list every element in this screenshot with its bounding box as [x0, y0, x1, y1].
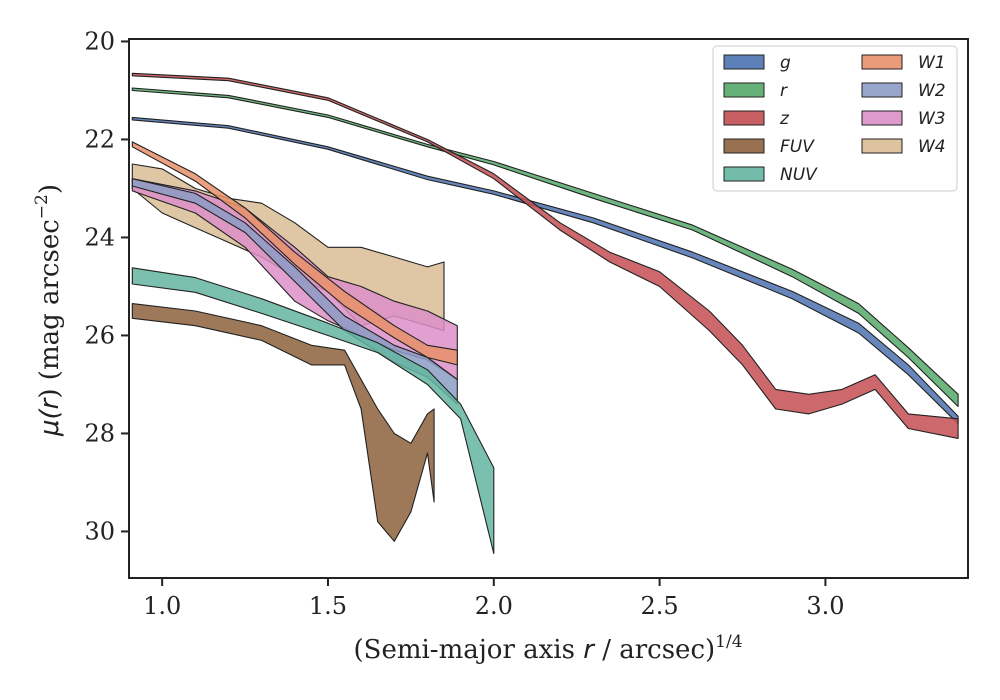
y-axis-label-var: r: [35, 396, 65, 409]
legend-label-nuv: NUV: [780, 165, 818, 185]
legend-swatch-w3: [861, 110, 903, 126]
legend-box: [712, 45, 958, 192]
series-layer: [131, 72, 959, 555]
legend-swatch-g: [723, 54, 765, 70]
x-axis-label-part: / arcsec): [594, 635, 715, 665]
legend-swatch-w4: [861, 138, 903, 154]
y-axis-label-part: ): [35, 184, 65, 194]
y-axis-label-part: μ(: [35, 407, 65, 437]
y-tick-label: 22: [84, 125, 115, 153]
x-tick-label: 3.0: [806, 592, 844, 620]
x-tick-label: 2.5: [641, 592, 679, 620]
legend-label-w1: W1: [918, 53, 946, 73]
y-axis: 20 22 24 26 28 30: [84, 27, 129, 545]
y-axis-label: μ(r) (mag arcsec−2): [32, 184, 65, 437]
legend-label-r: r: [780, 81, 788, 101]
series-band-z: [131, 72, 959, 439]
series-band-fuv: [131, 303, 435, 542]
x-tick-label: 1.5: [309, 592, 347, 620]
legend-swatch-nuv: [723, 166, 765, 182]
series-band-w1: [131, 141, 458, 366]
legend-swatch-w1: [861, 54, 903, 70]
y-axis-label-exponent: −2: [32, 194, 52, 219]
x-axis-label-var: r: [583, 635, 596, 665]
legend-label-w3: W3: [918, 109, 946, 129]
legend: grz FUV NUV W1 W2 W3 W4: [712, 45, 958, 192]
y-tick-label: 20: [84, 27, 115, 55]
y-tick-label: 26: [84, 321, 115, 349]
legend-label-fuv: FUV: [780, 137, 815, 157]
y-tick-label: 24: [84, 223, 115, 251]
x-tick-label: 1.0: [143, 592, 181, 620]
plot-frame: [128, 38, 969, 579]
series-band-r: [131, 87, 959, 408]
series-band-nuv: [131, 267, 495, 555]
x-tick-label: 2.0: [475, 592, 513, 620]
legend-label-w4: W4: [918, 137, 946, 157]
legend-swatch-w2: [861, 82, 903, 98]
x-axis-label-exponent: 1/4: [715, 632, 742, 652]
legend-swatch-fuv: [723, 138, 765, 154]
y-axis-label-part: ) (mag arcsec: [35, 219, 65, 398]
x-axis-label: (Semi-major axis r / arcsec)1/4: [353, 632, 742, 665]
legend-label-z: z: [779, 109, 790, 129]
y-tick-label: 28: [84, 419, 115, 447]
y-tick-label: 30: [84, 517, 115, 545]
legend-label-g: g: [780, 53, 791, 73]
x-axis-label-part: (Semi-major axis: [353, 635, 583, 665]
legend-swatch-r: [723, 82, 765, 98]
x-axis: 1.0 1.5 2.0 2.5 3.0: [143, 578, 844, 620]
legend-items: grz FUV NUV W1 W2 W3 W4: [723, 53, 946, 185]
legend-swatch-z: [723, 110, 765, 126]
legend-label-w2: W2: [918, 81, 946, 101]
